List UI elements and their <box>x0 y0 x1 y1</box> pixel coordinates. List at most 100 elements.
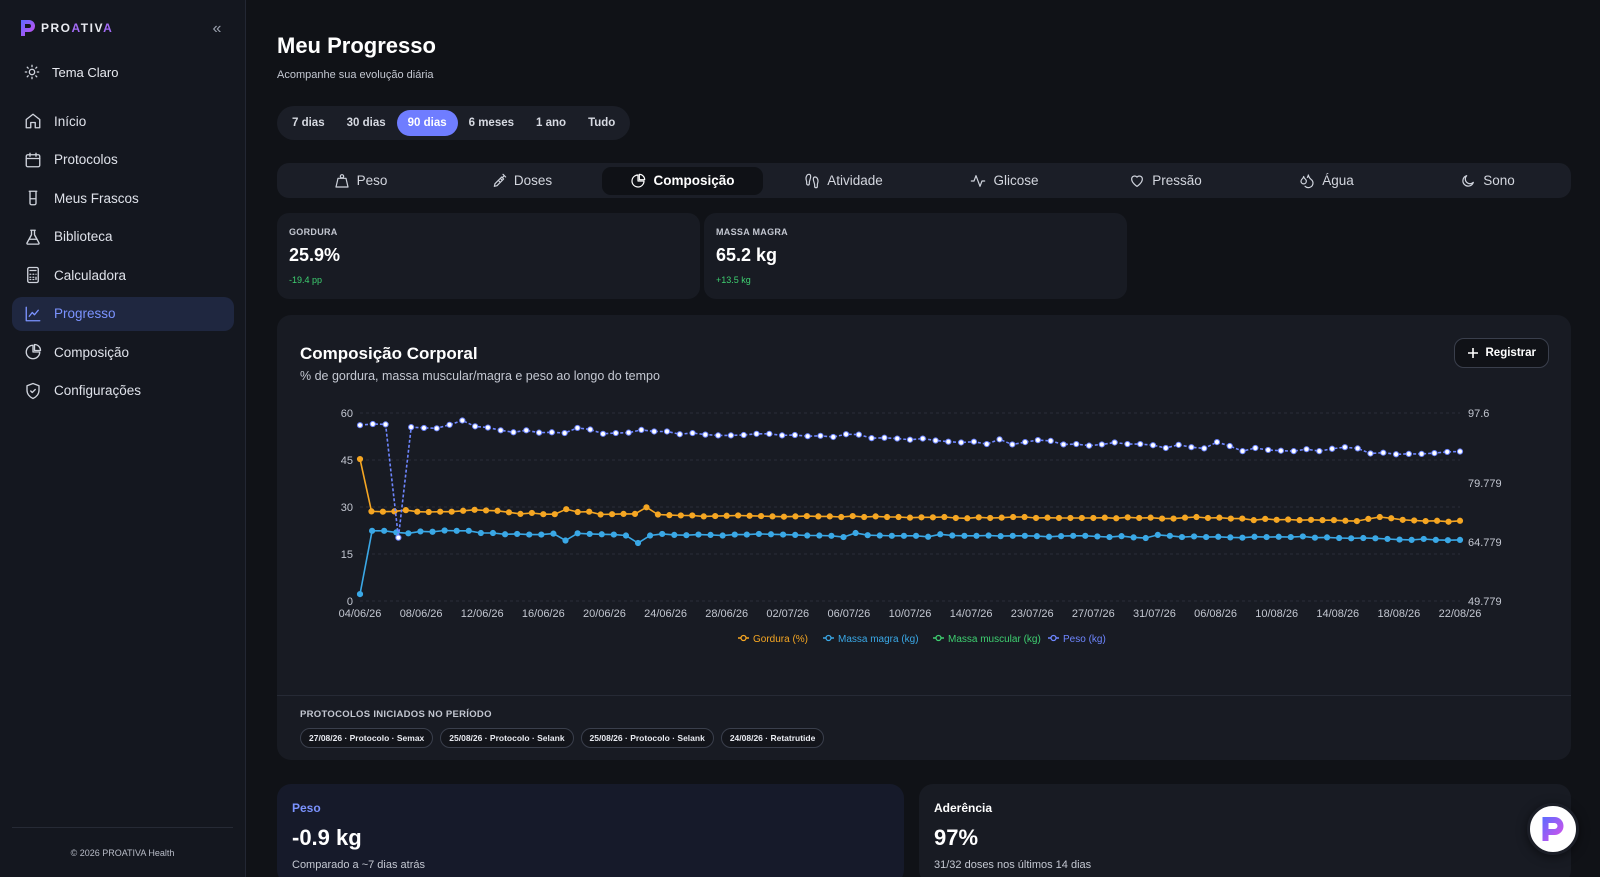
data-point <box>919 435 926 442</box>
data-point <box>1106 533 1113 541</box>
register-button[interactable]: Registrar <box>1453 338 1549 368</box>
data-point <box>598 531 605 538</box>
assistant-fab-button[interactable] <box>1527 803 1579 855</box>
data-point <box>528 509 535 517</box>
tab-atividade[interactable]: Atividade <box>763 167 924 195</box>
sidebar-item-label: Protocolos <box>54 152 118 167</box>
tab-agua[interactable]: Água <box>1246 167 1407 195</box>
sidebar-item-progresso[interactable]: Progresso <box>12 296 234 331</box>
theme-toggle[interactable]: Tema Claro <box>24 64 118 80</box>
data-point <box>695 531 702 538</box>
data-point <box>1299 533 1306 540</box>
tab-peso[interactable]: Peso <box>280 167 441 195</box>
data-point <box>707 531 714 538</box>
range-pill-90-dias[interactable]: 90 dias <box>396 110 458 136</box>
legend-label: Peso (kg) <box>1063 634 1106 645</box>
data-point <box>852 529 859 537</box>
x-tick-label: 28/06/26 <box>705 608 748 620</box>
data-point <box>1090 514 1097 522</box>
page-title: Meu Progresso <box>277 33 436 58</box>
data-point <box>1078 514 1085 522</box>
data-point <box>780 513 788 520</box>
data-point <box>778 432 786 439</box>
protocol-chip[interactable]: 27/08/26 · Protocolo · Semax <box>300 728 434 748</box>
sidebar-item-label: Meus Frascos <box>54 190 139 206</box>
weight-summary-label: Peso <box>292 801 321 815</box>
data-point <box>405 530 412 537</box>
sidebar-item-calculadora[interactable]: Calculadora <box>12 258 234 292</box>
protocol-chip[interactable]: 25/08/26 · Protocolo · Selank <box>580 728 714 748</box>
data-point <box>906 436 914 443</box>
data-point <box>817 432 824 439</box>
data-point <box>402 507 409 514</box>
data-point <box>804 433 811 440</box>
data-point <box>408 424 415 431</box>
data-point <box>1045 533 1053 540</box>
data-point <box>755 530 763 538</box>
data-point <box>622 532 630 539</box>
tab-sono[interactable]: Sono <box>1407 167 1568 195</box>
data-point <box>1009 532 1016 539</box>
data-point <box>471 506 478 513</box>
data-point <box>985 532 992 539</box>
protocol-chip[interactable]: 24/08/26 · Retatrutide <box>720 728 825 748</box>
data-point <box>1188 444 1195 451</box>
theme-toggle-label: Tema Claro <box>52 64 119 80</box>
data-point <box>453 527 460 534</box>
data-point <box>1408 536 1415 543</box>
data-point <box>663 428 671 435</box>
data-point <box>1365 515 1372 523</box>
data-point <box>1307 516 1315 523</box>
tab-glicose[interactable]: Glicose <box>924 167 1085 195</box>
range-selector: 7 dias 30 dias 90 dias 6 meses 1 ano Tudo <box>277 106 631 140</box>
data-point <box>420 424 428 432</box>
data-point <box>958 439 965 446</box>
weight-summary-card: Peso -0.9 kg Comparado a ~7 dias atrás <box>277 784 904 877</box>
data-point <box>1444 448 1451 456</box>
tab-label: Água <box>1322 173 1354 188</box>
tab-composicao[interactable]: Composição <box>602 166 763 195</box>
x-tick-label: 04/06/26 <box>339 608 382 620</box>
sidebar-item-meus-frascos[interactable]: Meus Frascos <box>12 181 234 215</box>
data-point <box>888 532 895 539</box>
data-point <box>1142 534 1149 542</box>
data-point <box>465 527 472 534</box>
data-point <box>1162 444 1169 452</box>
data-point <box>864 532 871 539</box>
y-left-tick-label: 45 <box>341 455 353 467</box>
data-point <box>1405 450 1412 457</box>
x-tick-label: 22/08/26 <box>1439 608 1482 620</box>
range-pill-7-dias[interactable]: 7 dias <box>292 117 325 129</box>
range-pill-1-ano[interactable]: 1 ano <box>536 117 567 129</box>
data-point <box>482 507 490 514</box>
range-pill-6-meses[interactable]: 6 meses <box>468 117 515 129</box>
data-point <box>1190 533 1198 540</box>
tab-pressao[interactable]: Pressão <box>1085 167 1246 195</box>
data-point <box>1158 515 1166 522</box>
shield-icon <box>26 382 40 399</box>
tab-doses[interactable]: Doses <box>441 167 602 195</box>
sidebar-item-inicio[interactable]: Início <box>12 104 234 138</box>
legend-label: Massa muscular (kg) <box>948 634 1041 645</box>
brand-logo[interactable]: PROATIVA <box>18 18 113 38</box>
data-point <box>1367 450 1374 457</box>
range-pill-tudo[interactable]: Tudo <box>588 117 616 129</box>
protocol-chip[interactable]: 25/08/26 · Protocolo · Selank <box>440 728 574 748</box>
sidebar-item-configuracoes[interactable]: Configurações <box>12 374 234 408</box>
tab-label: Composição <box>653 173 735 188</box>
sidebar-item-biblioteca[interactable]: Biblioteca <box>12 220 234 254</box>
data-point <box>356 455 364 463</box>
data-point <box>446 421 453 428</box>
data-point <box>791 431 798 439</box>
data-point <box>816 532 823 539</box>
data-point <box>659 530 666 538</box>
data-point <box>941 513 948 521</box>
data-point <box>1323 534 1331 541</box>
data-point <box>894 435 901 442</box>
collapse-sidebar-icon[interactable]: « <box>212 20 222 37</box>
sidebar-item-composicao[interactable]: Composição <box>12 335 234 369</box>
data-point <box>1130 534 1137 541</box>
calendar-icon <box>25 152 41 167</box>
sidebar-item-protocolos[interactable]: Protocolos <box>12 143 234 177</box>
range-pill-30-dias[interactable]: 30 dias <box>346 117 386 129</box>
